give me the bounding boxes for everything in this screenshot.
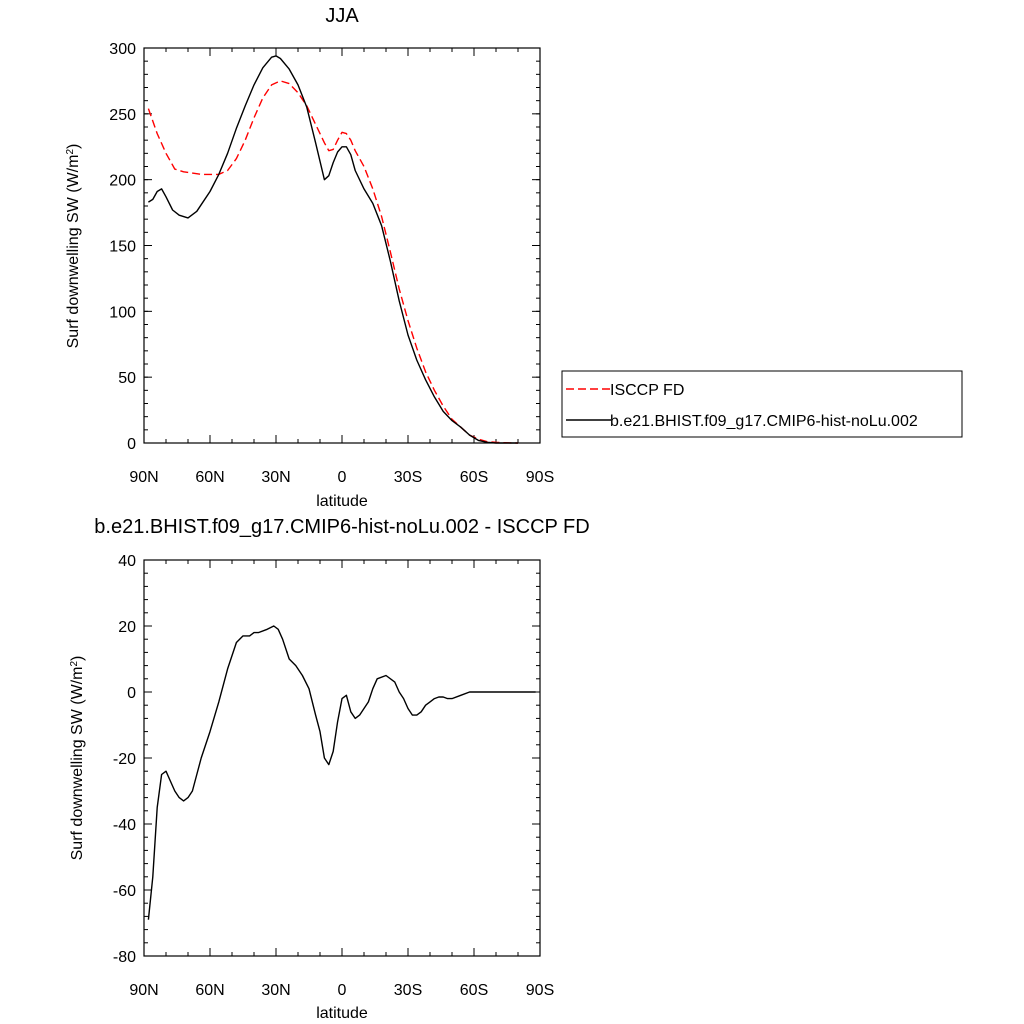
- top-panel-x-tick-label: 90N: [129, 469, 158, 486]
- bottom-panel-y-axis-label-close: ): [69, 656, 86, 661]
- bottom-panel-y-tick-label: 20: [118, 619, 136, 636]
- bottom-panel-y-tick-label: -60: [113, 883, 136, 900]
- top-panel-y-tick-label: 250: [109, 107, 136, 124]
- top-panel-y-tick-label: 200: [109, 173, 136, 190]
- bottom-panel-y-axis-label-main: Surf downwelling SW (W/m: [69, 667, 86, 861]
- legend-box: [561, 370, 963, 438]
- top-panel-series-lines: [147, 55, 518, 444]
- bottom-panel-y-tick-label: 0: [127, 685, 136, 702]
- top-panel-y-ticks: 0 50 100 150 200 250 300: [109, 41, 540, 453]
- legend-label-model: b.e21.BHIST.f09_g17.CMIP6-hist-noLu.002: [610, 413, 918, 430]
- bottom-panel-y-axis-label: Surf downwelling SW (W/m2): [69, 656, 87, 861]
- top-panel-x-tick-label: 60S: [460, 469, 488, 486]
- bottom-panel-x-ticks: 90N 60N 30N 0 30S 60S 90S: [129, 560, 554, 999]
- bottom-panel-title: b.e21.BHIST.f09_g17.CMIP6-hist-noLu.002 …: [94, 516, 589, 538]
- bottom-panel-y-tick-label: 40: [118, 553, 136, 570]
- top-panel-x-tick-label: 30N: [261, 469, 290, 486]
- top-panel-y-tick-label: 150: [109, 239, 136, 256]
- bottom-panel-y-ticks: -80 -60 -40 -20 0 20 40: [113, 553, 540, 966]
- bottom-panel-series-line-0: [147, 625, 536, 920]
- bottom-panel-x-tick-label: 90N: [129, 982, 158, 999]
- top-panel-y-axis-label-main: Surf downwelling SW (W/m: [65, 155, 82, 349]
- top-panel-y-tick-label: 0: [127, 436, 136, 453]
- top-panel-x-ticks: 90N 60N 30N 0 30S 60S 90S: [129, 48, 554, 486]
- bottom-panel-x-tick-label: 90S: [526, 982, 554, 999]
- top-panel-title: JJA: [325, 5, 359, 27]
- top-panel-x-tick-label: 60N: [195, 469, 224, 486]
- bottom-panel-y-tick-label: -40: [113, 817, 136, 834]
- top-panel-y-tick-label: 300: [109, 41, 136, 58]
- top-panel-y-tick-label: 50: [118, 370, 136, 387]
- bottom-panel-x-tick-label: 60S: [460, 982, 488, 999]
- top-panel-y-axis-label: Surf downwelling SW (W/m2): [65, 144, 83, 349]
- top-panel-y-axis-label-sup: 2: [65, 149, 76, 155]
- bottom-panel-x-axis-label: latitude: [316, 1005, 368, 1022]
- top-panel-y-axis-label-close: ): [65, 144, 82, 149]
- bottom-panel: b.e21.BHIST.f09_g17.CMIP6-hist-noLu.002 …: [69, 516, 590, 1022]
- bottom-panel-x-tick-label: 60N: [195, 982, 224, 999]
- bottom-panel-y-tick-label: -80: [113, 949, 136, 966]
- top-panel-y-tick-label: 100: [109, 304, 136, 321]
- top-panel-x-axis-label: latitude: [316, 493, 368, 510]
- top-panel-x-tick-label: 90S: [526, 469, 554, 486]
- bottom-panel-series-lines: [147, 625, 536, 920]
- top-panel-legend: ISCCP FD b.e21.BHIST.f09_g17.CMIP6-hist-…: [561, 370, 963, 438]
- legend-label-isccp: ISCCP FD: [610, 382, 684, 399]
- top-panel-series-line-1: [148, 55, 518, 444]
- top-panel-x-tick-label: 0: [338, 469, 347, 486]
- bottom-panel-x-tick-label: 30S: [394, 982, 422, 999]
- bottom-panel-y-tick-label: -20: [113, 751, 136, 768]
- top-panel-x-tick-label: 30S: [394, 469, 422, 486]
- bottom-panel-x-tick-label: 0: [338, 982, 347, 999]
- bottom-panel-x-tick-label: 30N: [261, 982, 290, 999]
- bottom-panel-y-axis-label-sup: 2: [69, 661, 80, 667]
